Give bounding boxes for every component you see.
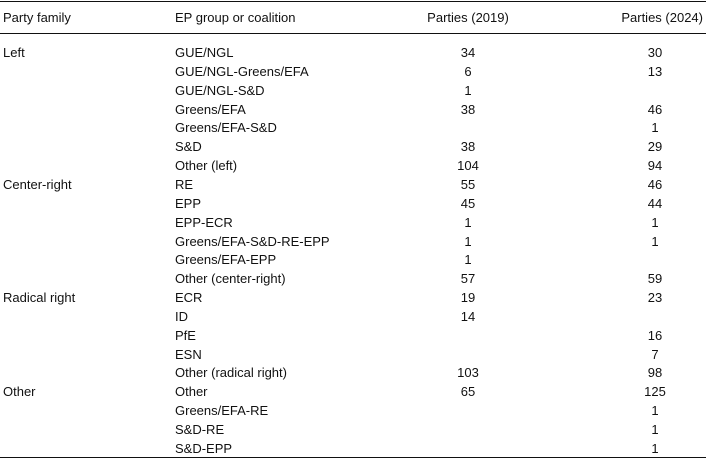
parties-2019: 45 xyxy=(460,195,476,211)
ep-group: RE xyxy=(175,176,194,192)
parties-2024: 98 xyxy=(647,365,663,381)
ep-group: S&D xyxy=(175,139,202,155)
ep-group: Greens/EFA-EPP xyxy=(175,252,277,268)
parties-2024: 125 xyxy=(644,384,666,400)
parties-2019: 19 xyxy=(460,290,476,306)
ep-group: Other xyxy=(175,384,208,400)
parties-2024: 1 xyxy=(651,422,659,437)
parties-2019: 14 xyxy=(460,308,476,324)
ep-group: Other (left) xyxy=(175,158,238,174)
parties-2019: 57 xyxy=(460,271,476,287)
header-cell: Parties (2019) xyxy=(427,10,509,25)
ep-group: EPP-ECR xyxy=(175,214,233,230)
parties-2019: 1 xyxy=(464,252,472,268)
header-cell: EP group or coalition xyxy=(175,10,296,25)
parties-2019: 103 xyxy=(457,365,479,381)
parties-2019: 104 xyxy=(457,158,479,174)
parties-2019: 55 xyxy=(460,176,476,192)
header-rule xyxy=(0,33,706,34)
parties-2024: 30 xyxy=(647,45,663,60)
party-family: Other xyxy=(3,384,36,400)
parties-2019: 38 xyxy=(460,139,476,155)
header-cell: Parties (2024) xyxy=(621,10,703,25)
ep-group: Other (radical right) xyxy=(175,365,287,381)
parties-2024: 46 xyxy=(647,101,663,117)
ep-group: S&D-RE xyxy=(175,422,225,437)
parties-2024: 13 xyxy=(647,63,663,79)
parties-2024: 46 xyxy=(647,176,663,192)
party-family: Radical right xyxy=(3,290,76,306)
ep-group: GUE/NGL-S&D xyxy=(175,82,265,98)
parties-2024: 23 xyxy=(647,290,663,306)
ep-group: S&D-EPP xyxy=(175,440,233,456)
parties-2019: 1 xyxy=(464,233,472,249)
parties-2019: 1 xyxy=(464,214,472,230)
ep-group: EPP xyxy=(175,195,202,211)
ep-group: Greens/EFA-RE xyxy=(175,403,269,419)
ep-group: GUE/NGL-Greens/EFA xyxy=(175,63,309,79)
bottom-rule xyxy=(0,457,706,458)
parties-2019: 65 xyxy=(460,384,476,400)
ep-group: ID xyxy=(175,308,188,324)
parties-2019: 1 xyxy=(464,82,472,98)
parties-2024: 29 xyxy=(647,139,663,155)
ep-group: Greens/EFA xyxy=(175,101,246,117)
parties-2024: 1 xyxy=(651,120,659,136)
party-family: Center-right xyxy=(3,176,72,192)
parties-2024: 59 xyxy=(647,271,663,287)
parties-2024: 1 xyxy=(651,214,659,230)
parties-2024: 16 xyxy=(647,327,663,343)
ep-group: Greens/EFA-S&D xyxy=(175,120,277,136)
parties-2024: 7 xyxy=(651,346,659,362)
parties-2019: 34 xyxy=(460,45,476,60)
parties-2024: 1 xyxy=(651,403,659,419)
parties-2019: 38 xyxy=(460,101,476,117)
top-rule xyxy=(0,1,706,2)
ep-group: ECR xyxy=(175,290,203,306)
ep-group: PfE xyxy=(175,327,196,343)
parties-2024: 1 xyxy=(651,233,659,249)
parties-2019: 6 xyxy=(464,63,472,79)
parties-2024: 94 xyxy=(647,158,663,174)
header-cell: Party family xyxy=(3,10,71,25)
ep-group: Greens/EFA-S&D-RE-EPP xyxy=(175,233,330,249)
parties-2024: 44 xyxy=(647,195,663,211)
ep-group: Other (center-right) xyxy=(175,271,286,287)
parties-2024: 1 xyxy=(651,440,659,456)
ep-group: ESN xyxy=(175,346,202,362)
party-family: Left xyxy=(3,45,25,60)
ep-group: GUE/NGL xyxy=(175,45,234,60)
